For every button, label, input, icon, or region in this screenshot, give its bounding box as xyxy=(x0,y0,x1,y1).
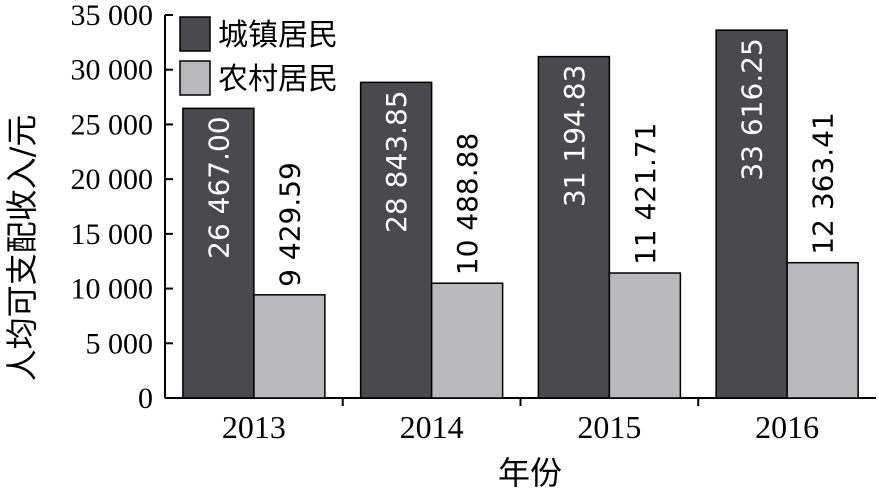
y-tick-label: 10 000 xyxy=(71,273,154,306)
x-tick-label: 2016 xyxy=(755,409,819,445)
bar xyxy=(359,81,433,399)
y-tick-label: 20 000 xyxy=(71,163,154,196)
bar xyxy=(715,29,788,399)
data-label: 10 488.88 xyxy=(451,133,484,276)
legend-label: 城镇居民 xyxy=(218,18,338,53)
x-tick-label: 2013 xyxy=(222,409,286,445)
y-axis-title: 人均可支配收入/元 xyxy=(3,115,41,382)
y-axis: 0 5 000 10 000 15 000 20 000 25 000 30 000 35 0… xyxy=(71,0,173,415)
bar xyxy=(430,282,504,399)
x-axis-title: 年份 xyxy=(498,454,562,492)
data-label: 26 467.00 xyxy=(202,116,235,259)
value-labels: 26 467.00 9 429.59 28 843.85 10 488.88 31 19… xyxy=(202,38,839,287)
bar xyxy=(537,55,611,399)
data-label: 31 194.83 xyxy=(558,65,591,208)
x-axis: 2013 2014 2015 2016 xyxy=(165,397,876,445)
y-tick-label: 25 000 xyxy=(71,108,154,141)
x-tick-label: 2014 xyxy=(400,409,464,445)
bar xyxy=(608,272,682,399)
legend-swatch xyxy=(179,60,211,96)
bar xyxy=(786,261,859,399)
legend-swatch xyxy=(179,16,211,52)
legend-label: 农村居民 xyxy=(218,62,338,97)
bar xyxy=(182,107,255,399)
data-label: 12 363.41 xyxy=(807,112,840,255)
data-label: 9 429.59 xyxy=(273,162,306,287)
bar xyxy=(253,294,326,399)
data-label: 28 843.85 xyxy=(380,90,413,233)
y-tick-label: 0 xyxy=(138,382,153,415)
y-tick-label: 35 000 xyxy=(71,0,154,32)
data-label: 33 616.25 xyxy=(736,38,769,181)
x-tick-label: 2015 xyxy=(577,409,641,445)
y-tick-label: 15 000 xyxy=(71,218,154,251)
bars xyxy=(182,29,859,399)
y-tick-label: 30 000 xyxy=(71,54,154,87)
y-tick-label: 5 000 xyxy=(86,327,154,360)
data-label: 11 421.71 xyxy=(629,122,662,265)
